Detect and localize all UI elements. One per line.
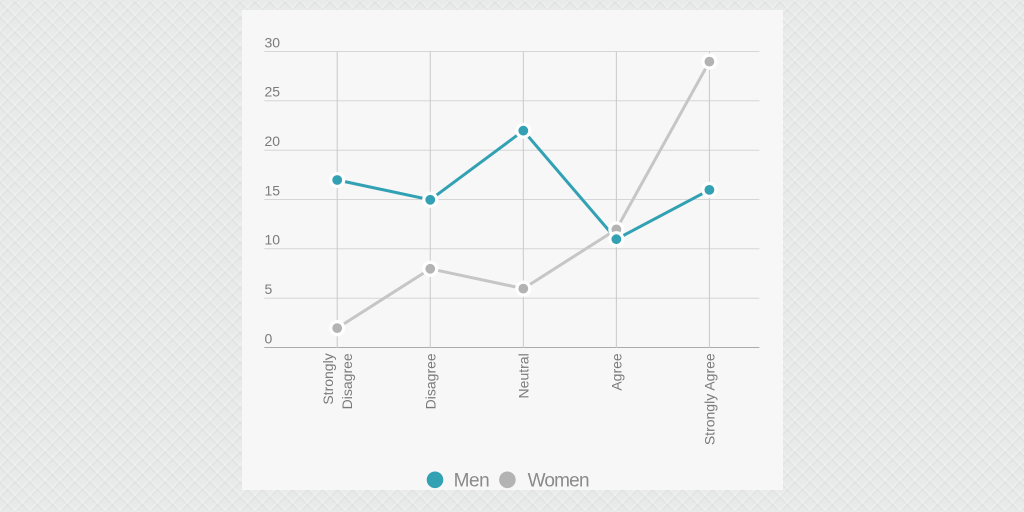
- svg-text:10: 10: [265, 232, 281, 248]
- svg-text:Strongly: Strongly: [320, 353, 336, 404]
- svg-text:Women: Women: [528, 471, 589, 490]
- svg-text:Neutral: Neutral: [516, 353, 532, 398]
- svg-text:Disagree: Disagree: [423, 353, 439, 409]
- svg-text:Agree: Agree: [609, 353, 625, 391]
- svg-text:0: 0: [265, 330, 273, 346]
- svg-text:Men: Men: [454, 471, 490, 490]
- svg-text:Disagree: Disagree: [339, 353, 355, 409]
- svg-text:20: 20: [265, 133, 281, 149]
- svg-text:25: 25: [265, 84, 281, 100]
- svg-text:30: 30: [265, 34, 281, 50]
- svg-text:15: 15: [265, 182, 281, 198]
- svg-text:5: 5: [265, 281, 273, 297]
- svg-text:Strongly Agree: Strongly Agree: [702, 353, 718, 445]
